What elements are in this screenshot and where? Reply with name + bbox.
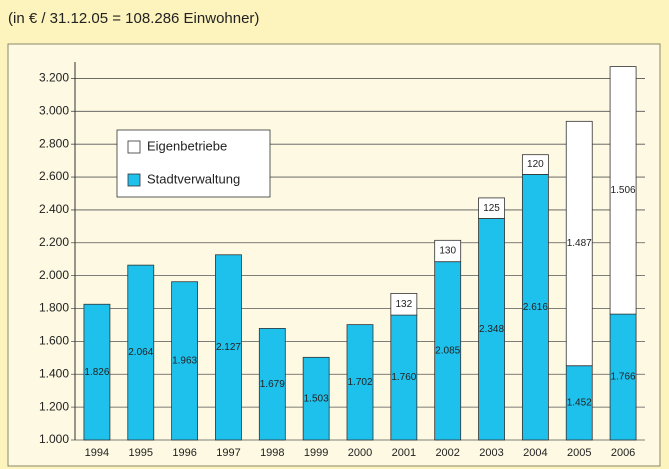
value-label: 1.963: [172, 356, 197, 367]
bar-segment: [390, 314, 418, 441]
x-tick-label: 2006: [611, 447, 635, 459]
y-tick-label: 2.800: [39, 136, 69, 150]
x-tick-label: 2002: [435, 447, 459, 459]
x-tick-label: 1995: [129, 447, 153, 459]
bar-segment: [478, 197, 505, 219]
y-tick-label: 1.200: [39, 399, 69, 413]
legend-label: Stadtverwaltung: [147, 171, 240, 186]
value-label: 2.064: [128, 347, 153, 358]
value-label: 1.702: [347, 377, 372, 388]
value-label: 130: [439, 246, 456, 257]
bar-segment: [609, 66, 637, 315]
value-label: 2.085: [435, 345, 460, 356]
y-tick-label: 3.200: [39, 71, 69, 85]
value-label: 2.348: [479, 324, 504, 335]
x-tick-label: 1996: [172, 447, 196, 459]
value-label: 1.760: [391, 372, 416, 383]
x-tick-label: 2000: [348, 447, 372, 459]
y-tick-label: 1.000: [39, 432, 69, 446]
bar-segment: [390, 293, 418, 316]
value-label: 120: [527, 159, 544, 170]
value-label: 1.766: [611, 372, 636, 383]
bar-segment: [215, 254, 242, 441]
y-tick-label: 1.800: [39, 301, 69, 315]
value-label: 132: [396, 299, 413, 310]
value-label: 1.506: [611, 185, 636, 196]
value-label: 1.503: [304, 393, 329, 404]
bar-segment: [302, 356, 330, 441]
legend-label: Eigenbetriebe: [147, 138, 227, 153]
y-tick-label: 2.400: [39, 202, 69, 216]
value-label: 2.127: [216, 342, 241, 353]
y-tick-label: 2.600: [39, 169, 69, 183]
legend-swatch: [127, 173, 141, 187]
bar-segment: [258, 328, 286, 441]
y-tick-label: 1.600: [39, 334, 69, 348]
bar-segment: [521, 154, 549, 175]
bar-segment: [565, 120, 593, 367]
value-label: 1.826: [84, 367, 109, 378]
value-label: 125: [483, 203, 500, 214]
x-tick-label: 1994: [85, 447, 109, 459]
bar-segment: [565, 365, 593, 441]
bar-segment: [609, 313, 637, 441]
legend-box: [116, 129, 271, 198]
bar-segment: [127, 264, 155, 441]
x-tick-label: 2001: [392, 447, 416, 459]
bar-segment: [83, 303, 111, 441]
panel: [7, 43, 661, 467]
x-tick-label: 2003: [479, 447, 503, 459]
bar-segment: [434, 239, 462, 263]
y-tick-label: 3.000: [39, 103, 69, 117]
bar-segment: [171, 281, 199, 441]
x-tick-label: 2004: [523, 447, 547, 459]
value-label: 1.452: [567, 397, 592, 408]
bar-segment: [521, 174, 549, 441]
value-label: 1.679: [260, 379, 285, 390]
bar-segment: [434, 261, 462, 441]
bar-segment: [478, 218, 505, 441]
subtitle: (in € / 31.12.05 = 108.286 Einwohner): [8, 10, 259, 27]
x-tick-label: 1999: [304, 447, 328, 459]
y-tick-label: 2.200: [39, 235, 69, 249]
value-label: 2.616: [523, 302, 548, 313]
value-label: 1.487: [567, 238, 592, 249]
x-tick-label: 1998: [260, 447, 284, 459]
x-tick-label: 1997: [216, 447, 240, 459]
legend-swatch: [127, 140, 141, 154]
y-tick-label: 1.400: [39, 366, 69, 380]
y-tick-label: 2.000: [39, 268, 69, 282]
bar-segment: [346, 324, 374, 441]
x-tick-label: 2005: [567, 447, 591, 459]
